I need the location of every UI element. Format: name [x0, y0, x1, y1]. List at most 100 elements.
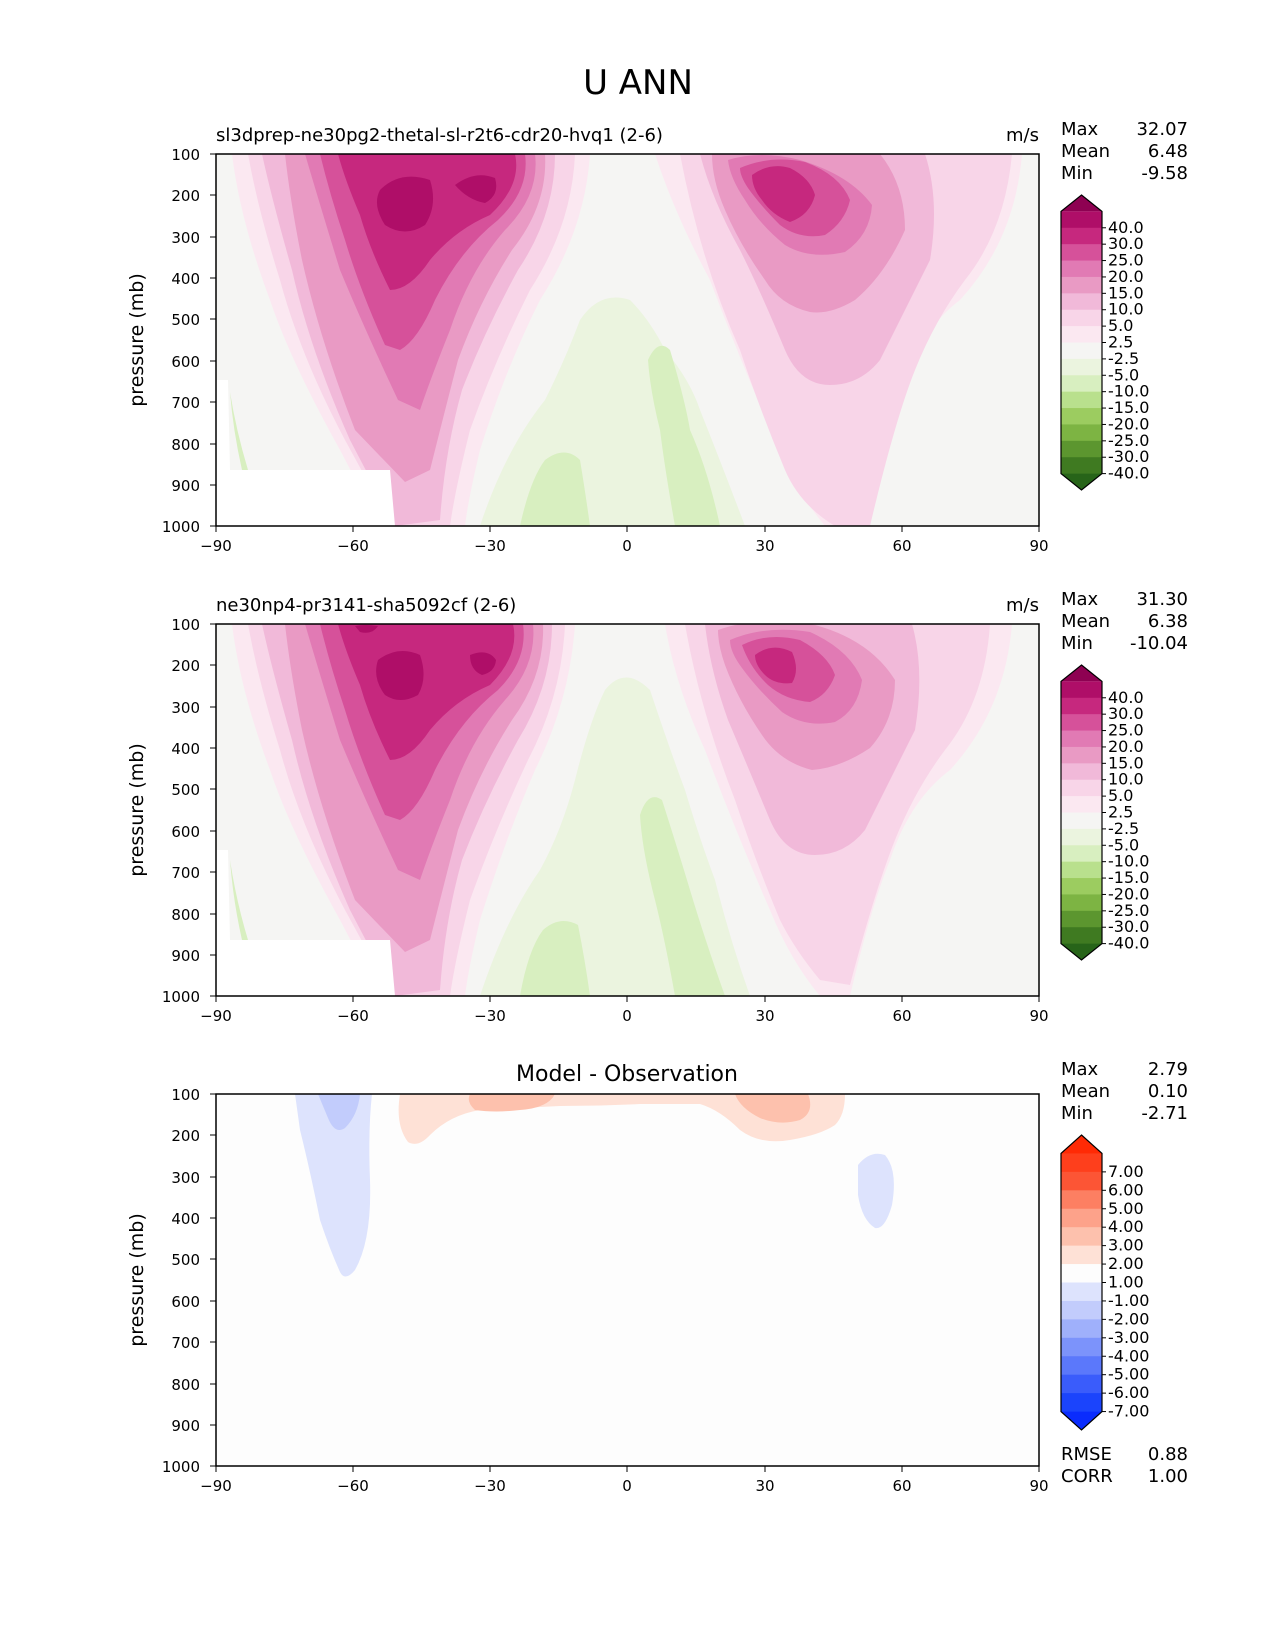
stat-min-label: Min — [1061, 633, 1093, 654]
colorbar-outline — [1060, 664, 1103, 961]
colorbar-segment — [1061, 1264, 1102, 1283]
colorbar-segment — [1061, 326, 1102, 343]
colorbar-tick-label: -40.0 — [1108, 464, 1149, 483]
x-tick-label: 30 — [755, 537, 774, 555]
y-axis-label: pressure (mb) — [126, 273, 148, 407]
y-tick-label: 400 — [171, 1210, 200, 1228]
colorbar-tick-label: 40.0 — [1108, 218, 1144, 237]
colorbar-segment — [1061, 227, 1102, 245]
colorbar-segment — [1061, 1374, 1102, 1394]
stat-max-label: Max — [1061, 119, 1099, 140]
y-tick-label: 500 — [171, 1251, 200, 1269]
colorbar-segment — [1061, 342, 1102, 360]
colorbar-segment — [1061, 309, 1102, 327]
y-tick-label: 200 — [171, 657, 200, 675]
colorbar-tick-label: -6.00 — [1108, 1383, 1149, 1402]
colorbar-tick-label: -30.0 — [1108, 917, 1149, 936]
y-axis: 100 200 300 400 500 600 700 800 900 1000 — [162, 1086, 216, 1476]
colorbar-tick-label: 5.0 — [1108, 786, 1133, 805]
stats-block: Max 31.30 Mean 6.38 Min -10.04 — [1061, 589, 1188, 654]
panel-title: sl3dprep-ne30pg2-thetal-sl-r2t6-cdr20-hv… — [216, 125, 663, 146]
colorbar-segment — [1061, 391, 1102, 409]
colorbar-extend-max — [1061, 195, 1102, 212]
colorbar-tick-label: 5.0 — [1108, 316, 1133, 335]
colorbar-tick-label: -15.0 — [1108, 398, 1149, 417]
stat-mean-value: 6.48 — [1148, 141, 1188, 162]
y-tick-label: 700 — [171, 1334, 200, 1352]
x-tick-label: 0 — [622, 537, 632, 555]
colorbar-tick-label: 20.0 — [1108, 267, 1144, 286]
x-tick-label: 30 — [755, 1477, 774, 1495]
colorbar-segment — [1061, 358, 1102, 376]
x-axis: −90 −60 −30 0 30 60 90 — [200, 996, 1049, 1025]
y-tick-label: 100 — [171, 146, 200, 164]
colorbar-tick-label: -10.0 — [1108, 852, 1149, 871]
contour-field — [216, 154, 1039, 526]
y-axis: 100 200 300 400 500 600 700 800 900 1000 — [162, 616, 216, 1006]
colorbar-tick-label: 10.0 — [1108, 300, 1144, 319]
contour-field — [216, 624, 1039, 996]
colorbar-segment — [1061, 1227, 1102, 1247]
colorbar-tick-label: 25.0 — [1108, 721, 1144, 740]
y-tick-label: 800 — [171, 906, 200, 924]
colorbar-tick-label: 25.0 — [1108, 251, 1144, 270]
y-tick-label: 900 — [171, 1417, 200, 1435]
y-tick-label: 500 — [171, 311, 200, 329]
colorbar: 40.030.025.020.015.010.05.02.5-2.5-5.0-1… — [1060, 664, 1149, 961]
x-axis: −90 −60 −30 0 30 60 90 — [200, 526, 1049, 555]
metrics-block: RMSE 0.88 CORR 1.00 — [1061, 1444, 1188, 1487]
colorbar-tick-label: -25.0 — [1108, 431, 1149, 450]
colorbar-segment — [1061, 1319, 1102, 1339]
colorbar-segment — [1061, 1300, 1102, 1320]
panel-reference: ne30np4-pr3141-sha5092cf (2-6) m/s — [126, 589, 1188, 1025]
y-tick-label: 1000 — [162, 1458, 200, 1476]
x-tick-label: 30 — [755, 1007, 774, 1025]
colorbar-segment — [1061, 440, 1102, 458]
colorbar-tick-label: 6.00 — [1108, 1180, 1144, 1199]
y-tick-label: 100 — [171, 616, 200, 634]
y-tick-label: 800 — [171, 1376, 200, 1394]
colorbar-segment — [1061, 1337, 1102, 1357]
y-tick-label: 600 — [171, 353, 200, 371]
colorbar-tick-label: -2.5 — [1108, 819, 1139, 838]
colorbar-tick-label: -25.0 — [1108, 901, 1149, 920]
colorbar-tick-label: -7.00 — [1108, 1402, 1149, 1421]
colorbar-tick-label: -5.0 — [1108, 365, 1139, 384]
colorbar-tick-label: 2.5 — [1108, 803, 1133, 822]
colorbar-tick-label: 15.0 — [1108, 753, 1144, 772]
y-tick-label: 400 — [171, 270, 200, 288]
colorbar-segment — [1061, 1153, 1102, 1173]
y-axis-label: pressure (mb) — [126, 1213, 148, 1347]
panel-title: ne30np4-pr3141-sha5092cf (2-6) — [216, 595, 516, 616]
colorbar-segment — [1061, 763, 1102, 781]
y-tick-label: 600 — [171, 823, 200, 841]
colorbar-tick-label: 1.00 — [1108, 1273, 1144, 1292]
colorbar-outline — [1060, 1134, 1103, 1431]
x-tick-label: −30 — [474, 537, 506, 555]
x-tick-label: 90 — [1029, 537, 1048, 555]
stat-max-label: Max — [1061, 589, 1099, 610]
x-tick-label: 60 — [892, 537, 911, 555]
stats-block: Max 32.07 Mean 6.48 Min -9.58 — [1061, 119, 1188, 184]
colorbar-tick-label: 10.0 — [1108, 770, 1144, 789]
colorbar-tick-label: 5.00 — [1108, 1199, 1144, 1218]
colorbar-segment — [1061, 861, 1102, 879]
colorbar-segment — [1061, 845, 1102, 863]
colorbar-segment — [1061, 796, 1102, 813]
colorbar-extend-min — [1061, 1411, 1102, 1430]
corr-value: 1.00 — [1148, 1466, 1188, 1487]
colorbar-segment — [1061, 244, 1102, 262]
y-tick-label: 900 — [171, 947, 200, 965]
colorbar-segment — [1061, 927, 1102, 945]
y-tick-label: 800 — [171, 436, 200, 454]
x-tick-label: 0 — [622, 1007, 632, 1025]
y-axis: 100 200 300 400 500 600 700 800 900 1000 — [162, 146, 216, 536]
stat-min-label: Min — [1061, 1103, 1093, 1124]
figure-title: U ANN — [583, 63, 693, 103]
x-tick-label: 0 — [622, 1477, 632, 1495]
stat-mean-label: Mean — [1061, 611, 1110, 632]
colorbar-segment — [1061, 1171, 1102, 1191]
colorbar-segment — [1061, 375, 1102, 393]
colorbar: 7.006.005.004.003.002.001.00-1.00-2.00-3… — [1060, 1134, 1149, 1431]
y-tick-label: 700 — [171, 394, 200, 412]
